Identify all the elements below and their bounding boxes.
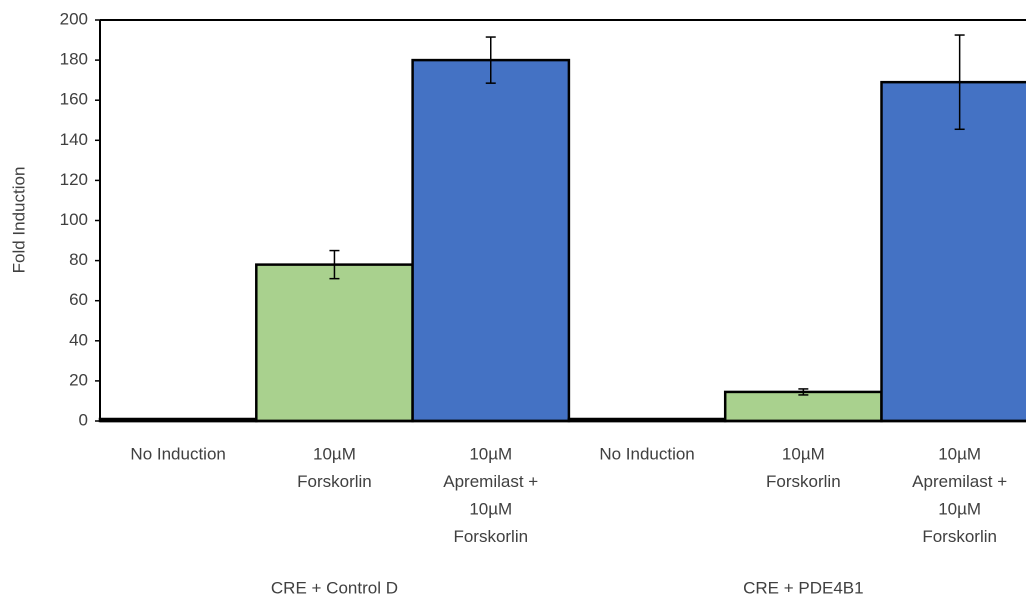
x-tick-label: 10µM: [938, 499, 981, 518]
x-tick-label: Forskorlin: [766, 472, 841, 491]
bar: [255, 263, 414, 423]
y-tick-label: 0: [79, 410, 88, 429]
x-tick-label: Apremilast +: [443, 472, 538, 491]
group-label: CRE + PDE4B1: [743, 578, 863, 596]
error-bar: [485, 36, 496, 84]
y-tick-label: 140: [60, 130, 88, 149]
x-tick-label: 10µM: [469, 444, 512, 463]
bar: [411, 58, 571, 423]
error-bar: [329, 249, 340, 280]
group-label: CRE + Control D: [271, 578, 398, 596]
x-tick-label: No Induction: [599, 444, 694, 463]
y-tick-label: 160: [60, 90, 88, 109]
x-tick-label: 10µM: [313, 444, 356, 463]
x-tick-label: 10µM: [782, 444, 825, 463]
y-tick-label: 20: [69, 370, 88, 389]
x-tick-label: Apremilast +: [912, 472, 1007, 491]
bar: [880, 80, 1026, 423]
x-tick-label: Forskorlin: [922, 527, 997, 546]
y-tick-label: 180: [60, 50, 88, 69]
error-bar: [798, 388, 809, 396]
y-tick-label: 40: [69, 330, 88, 349]
x-tick-label: No Induction: [130, 444, 225, 463]
x-tick-label: 10µM: [938, 444, 981, 463]
x-tick-label: 10µM: [469, 499, 512, 518]
bar: [723, 390, 883, 423]
y-tick-label: 200: [60, 9, 88, 28]
x-tick-label: Forskorlin: [453, 527, 528, 546]
y-tick-label: 60: [69, 290, 88, 309]
y-axis-title: Fold Induction: [9, 167, 28, 274]
x-tick-label: Forskorlin: [297, 472, 372, 491]
y-tick-label: 120: [60, 170, 88, 189]
error-bar: [954, 34, 965, 131]
y-tick-label: 80: [69, 250, 88, 269]
y-tick-label: 100: [60, 210, 88, 229]
